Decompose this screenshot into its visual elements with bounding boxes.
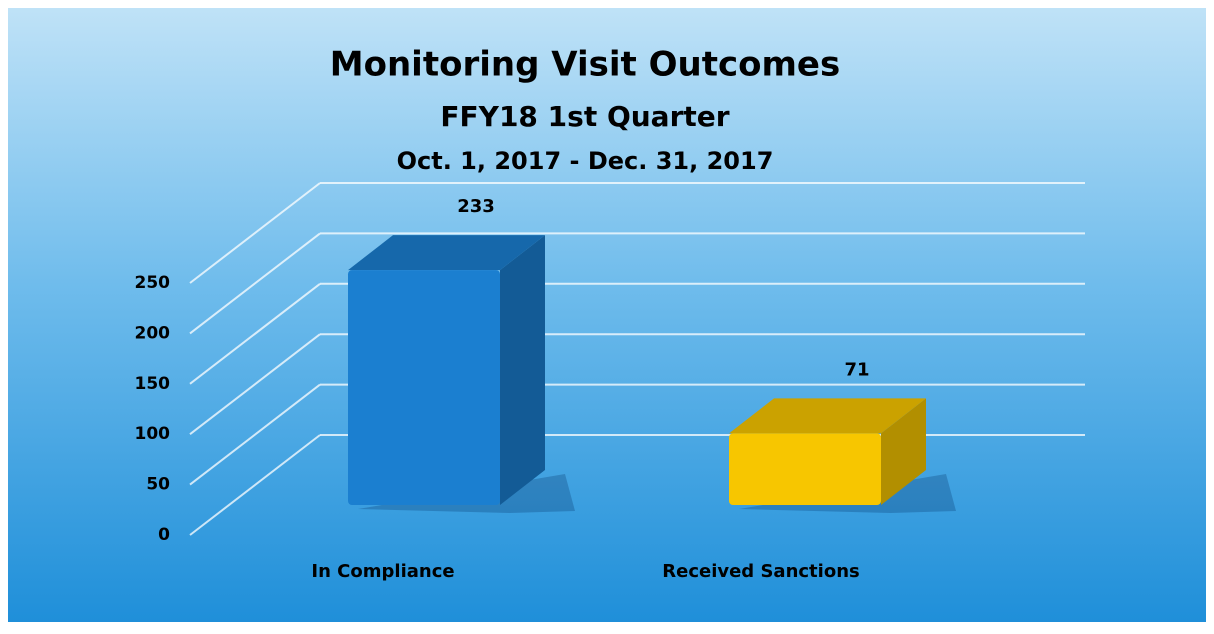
y-tick-label: 0 <box>158 525 170 545</box>
chart-subtitle: FFY18 1st Quarter <box>440 100 729 133</box>
grid-line <box>189 434 321 536</box>
bar-side <box>881 398 926 505</box>
bar <box>729 433 881 505</box>
grid-line <box>189 283 321 385</box>
bar-top <box>348 235 545 271</box>
bar-side <box>500 235 545 506</box>
value-label: 71 <box>844 359 869 380</box>
grid-line <box>189 232 321 335</box>
y-tick-label: 100 <box>135 424 171 444</box>
y-tick-label: 150 <box>135 374 171 394</box>
y-tick-label: 200 <box>135 323 171 343</box>
y-tick-label: 50 <box>146 475 170 495</box>
background <box>8 8 1206 622</box>
date-range: Oct. 1, 2017 - Dec. 31, 2017 <box>397 147 774 175</box>
bar-top <box>729 398 926 434</box>
x-tick-label: Received Sanctions <box>662 561 859 582</box>
grid-line <box>189 182 321 284</box>
y-tick-label: 250 <box>135 273 171 293</box>
grid-line <box>189 333 321 435</box>
x-tick-label: In Compliance <box>311 561 454 582</box>
bar <box>348 270 500 505</box>
value-label: 233 <box>457 196 495 217</box>
chart-title: Monitoring Visit Outcomes <box>330 45 840 85</box>
grid-line <box>189 383 321 486</box>
